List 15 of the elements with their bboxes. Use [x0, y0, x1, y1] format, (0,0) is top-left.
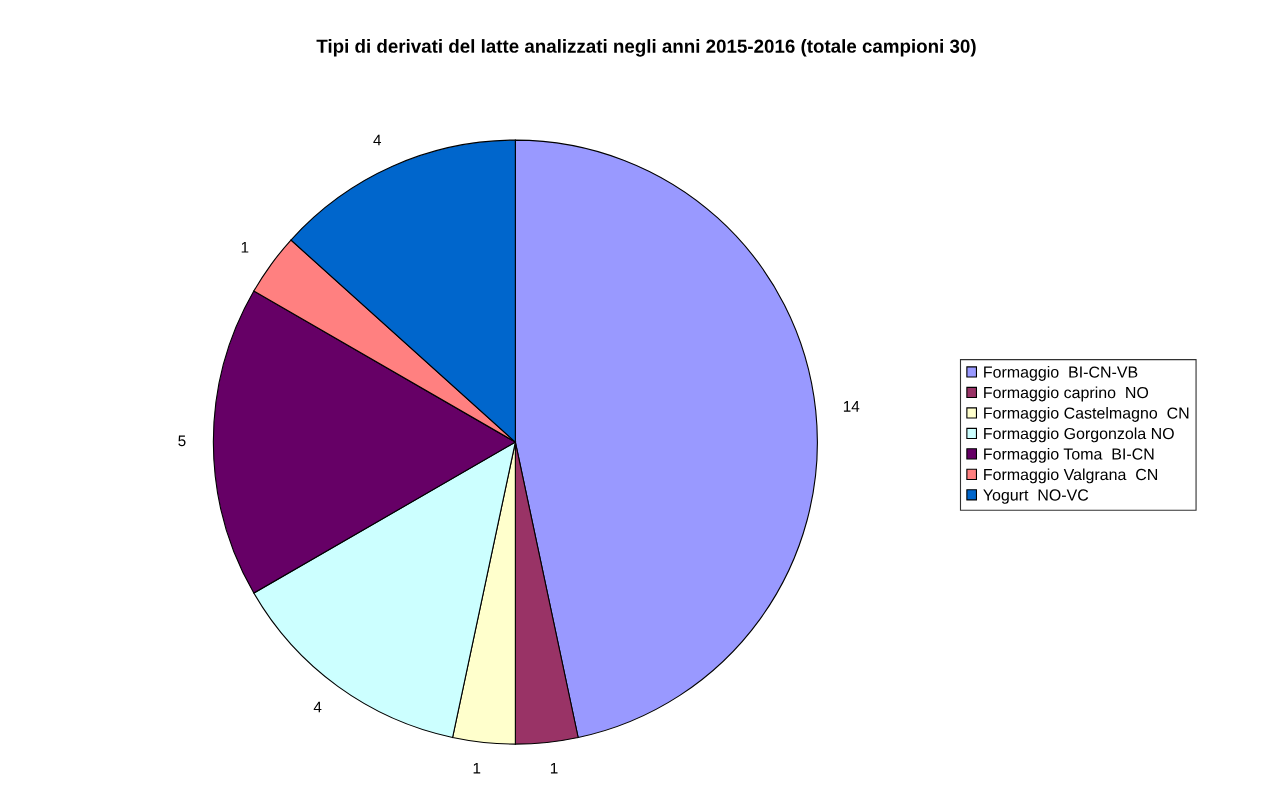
legend-label: Formaggio Toma BI-CN [984, 447, 1154, 463]
data-label: 14 [843, 401, 860, 412]
data-label: 5 [178, 435, 186, 447]
legend-label: Formaggio Valgrana CN [984, 468, 1158, 484]
legend-label: Formaggio Gorgonzola NO [984, 427, 1174, 443]
legend-label: Yogurt NO-VC [983, 489, 1089, 504]
data-label: 4 [373, 134, 382, 146]
data-label: 1 [550, 762, 558, 774]
data-label: 1 [241, 242, 249, 253]
data-label: 1 [473, 762, 481, 774]
legend-label: Formaggio caprino NO [984, 386, 1149, 402]
legend-label: Formaggio BI-CN-VB [984, 366, 1138, 381]
data-label: 4 [313, 701, 322, 713]
legend-label: Formaggio Castelmagno CN [984, 406, 1189, 422]
chart-title: Tipi di derivati del latte analizzati negli anni 2015-2016 (totale campioni 30) [316, 39, 976, 57]
